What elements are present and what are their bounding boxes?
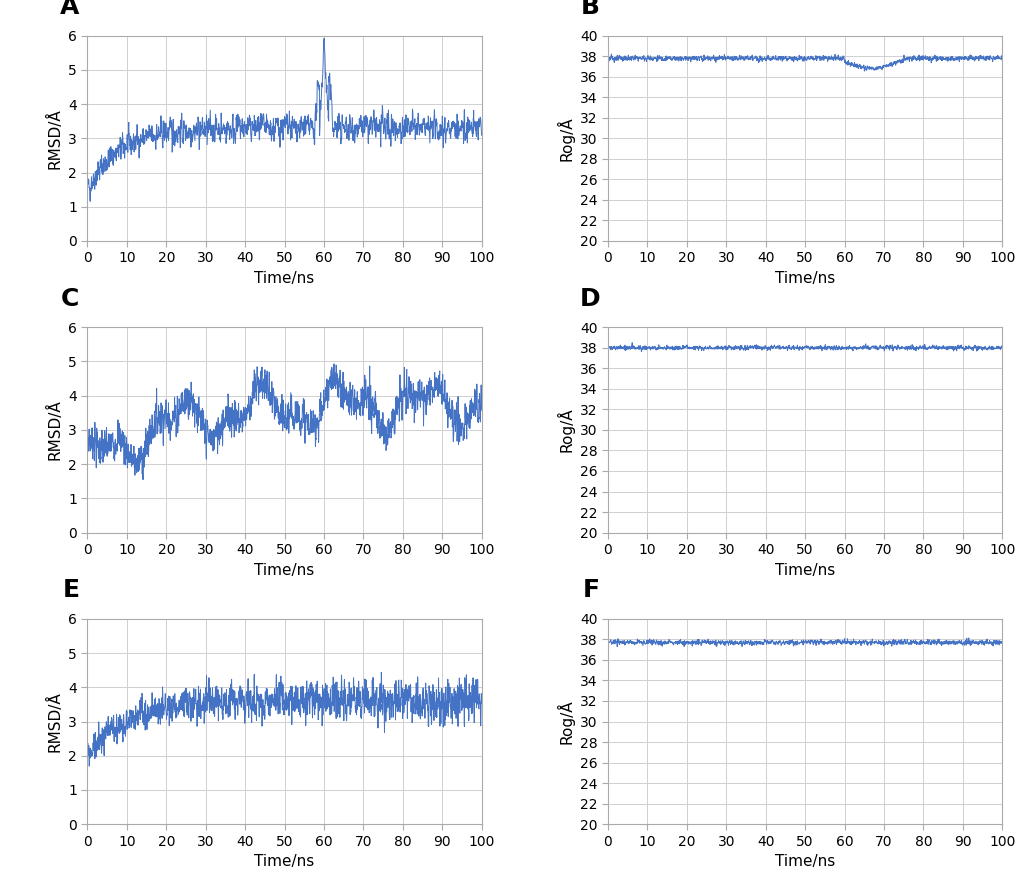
Y-axis label: Rog/Å: Rog/Å <box>556 407 575 453</box>
X-axis label: Time/ns: Time/ns <box>775 562 835 577</box>
Text: B: B <box>581 0 600 20</box>
Y-axis label: Rog/Å: Rog/Å <box>556 699 575 744</box>
Text: C: C <box>61 287 79 311</box>
X-axis label: Time/ns: Time/ns <box>255 271 315 286</box>
X-axis label: Time/ns: Time/ns <box>775 854 835 869</box>
Y-axis label: RMSD/Å: RMSD/Å <box>46 399 63 461</box>
Y-axis label: RMSD/Å: RMSD/Å <box>46 108 63 168</box>
Y-axis label: Rog/Å: Rog/Å <box>556 116 575 160</box>
X-axis label: Time/ns: Time/ns <box>255 854 315 869</box>
Text: A: A <box>60 0 79 20</box>
Text: E: E <box>63 578 79 602</box>
X-axis label: Time/ns: Time/ns <box>255 562 315 577</box>
Text: D: D <box>580 287 600 311</box>
Y-axis label: RMSD/Å: RMSD/Å <box>46 691 63 752</box>
X-axis label: Time/ns: Time/ns <box>775 271 835 286</box>
Text: F: F <box>583 578 600 602</box>
